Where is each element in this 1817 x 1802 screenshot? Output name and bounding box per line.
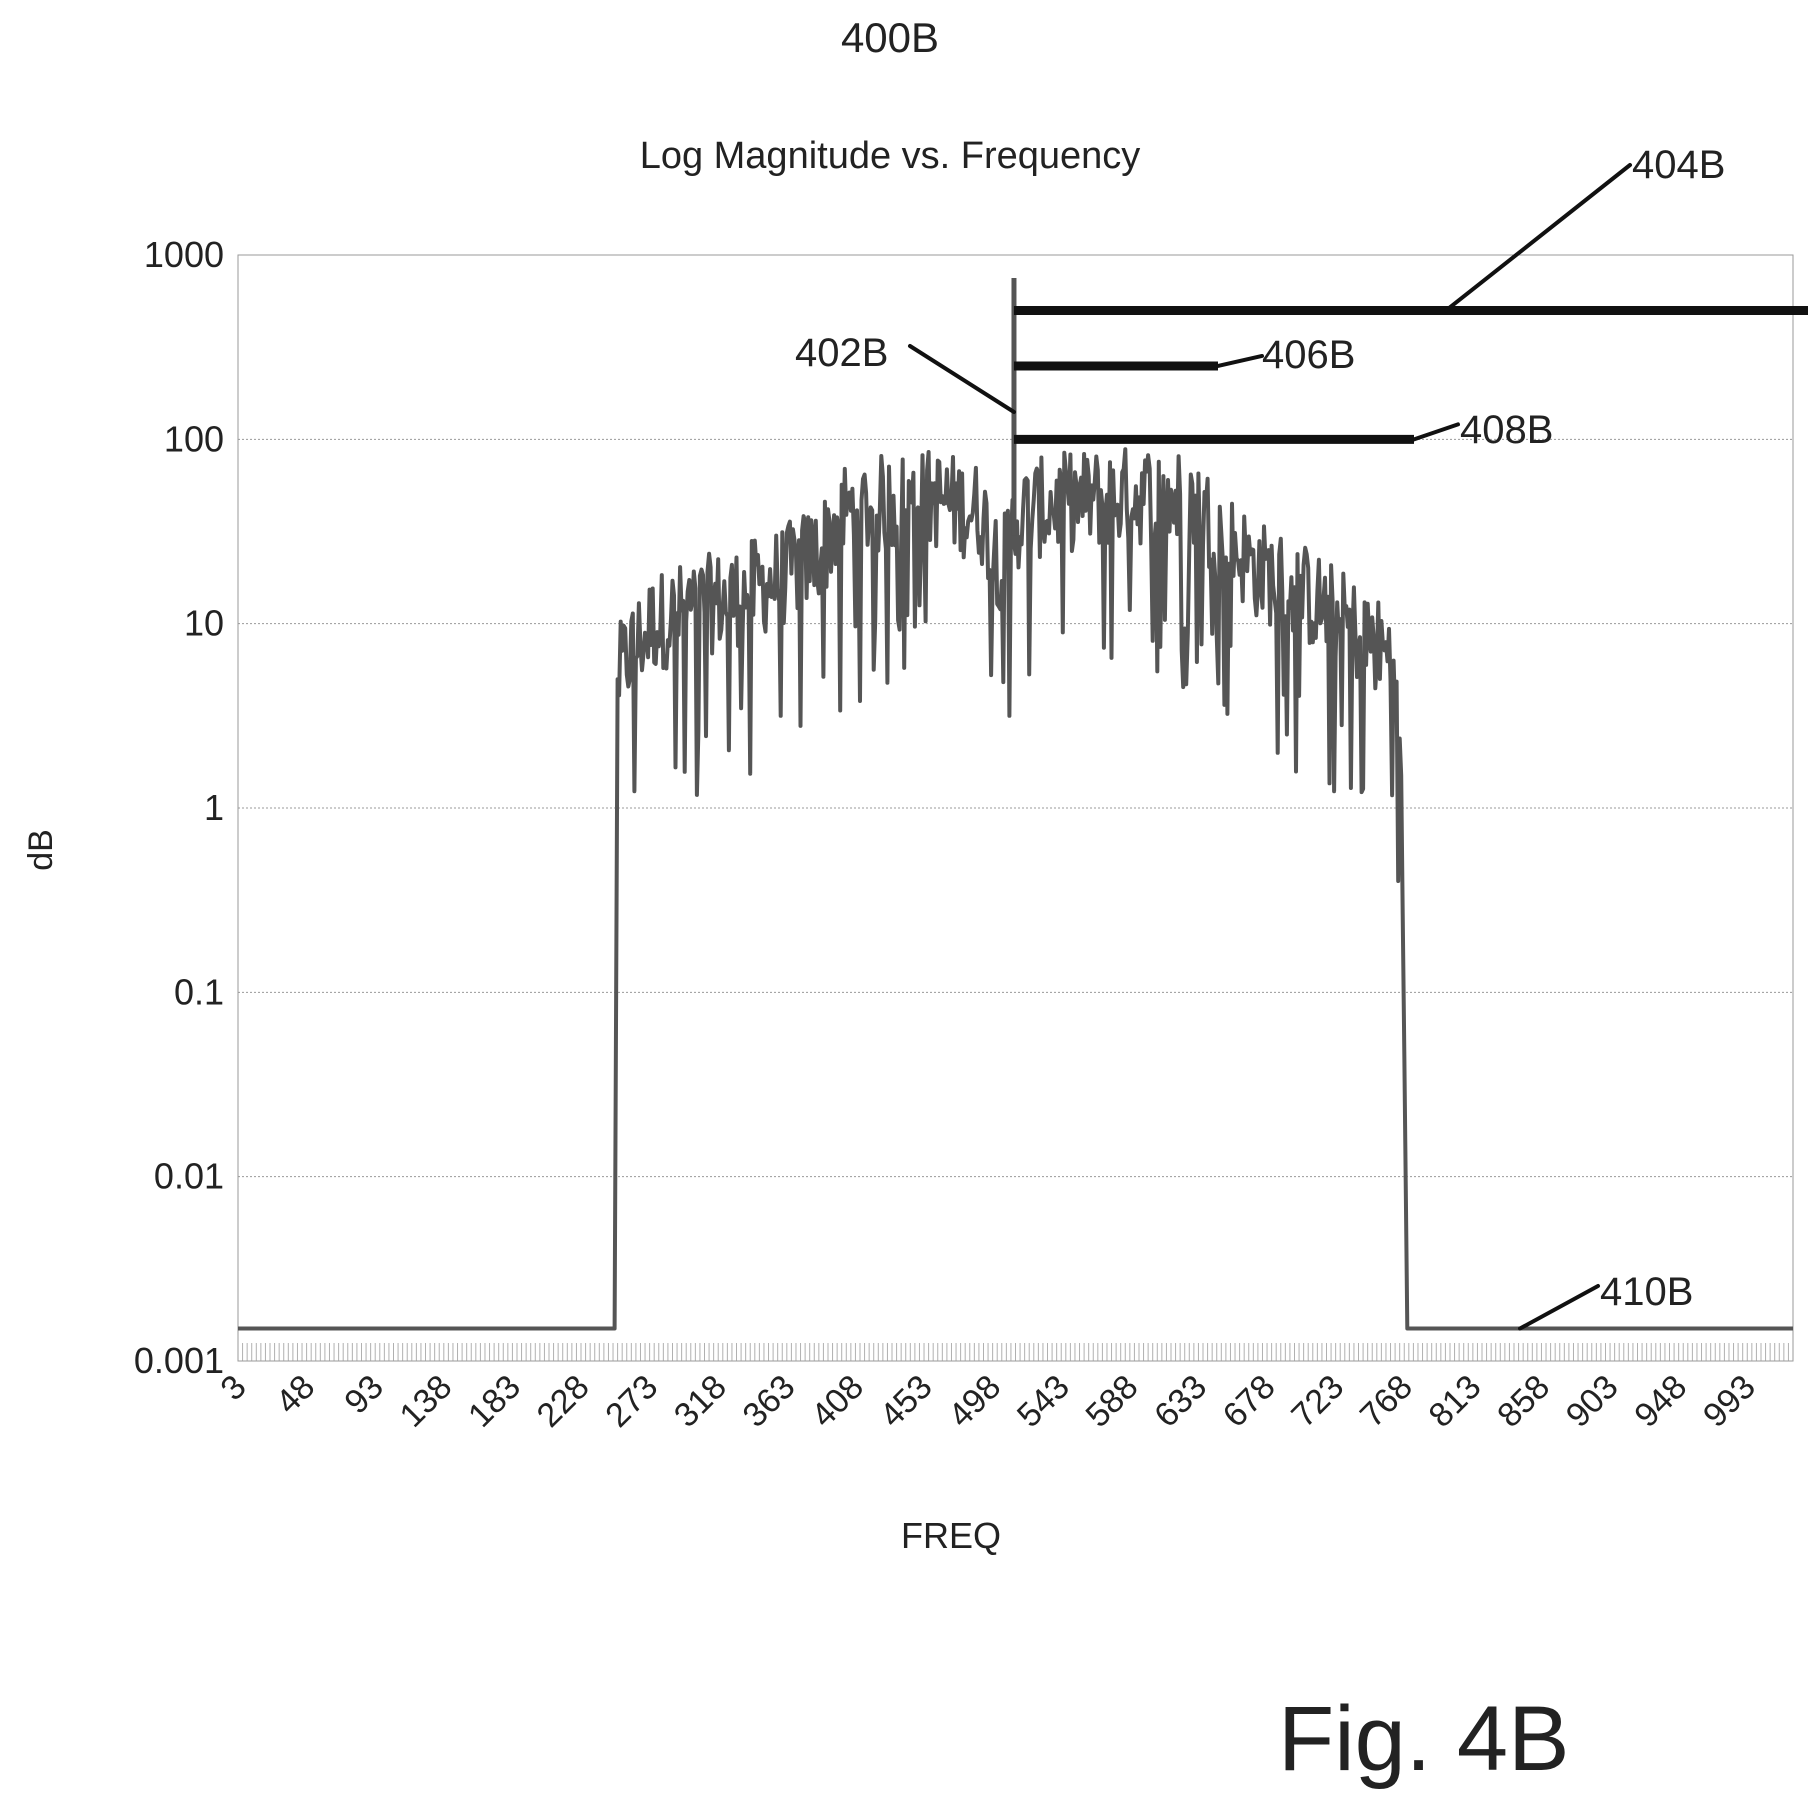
spectrum-line <box>237 447 1794 1331</box>
leader-line <box>1518 1284 1600 1331</box>
series-layer <box>237 278 1794 1331</box>
y-tick-label: 0.001 <box>134 1340 224 1381</box>
x-tick-label: 138 <box>392 1368 459 1435</box>
x-tick-label: 93 <box>337 1368 391 1422</box>
y-tick-label: 0.1 <box>174 971 224 1012</box>
x-tick-label: 318 <box>667 1368 734 1435</box>
reference-label: 410B <box>1600 1270 1693 1314</box>
x-tick-label: 678 <box>1216 1368 1283 1435</box>
x-tick-label: 633 <box>1147 1368 1214 1435</box>
x-tick-label: 363 <box>735 1368 802 1435</box>
x-tick-label: 183 <box>461 1368 528 1435</box>
leader-line <box>1412 422 1460 442</box>
reference-label: 404B <box>1632 143 1725 187</box>
x-tick-label: 948 <box>1627 1368 1694 1435</box>
y-axis-label: dB <box>22 829 60 871</box>
x-tick-label: 993 <box>1696 1368 1763 1435</box>
x-tick-label: 228 <box>530 1368 597 1435</box>
reference-label: 406B <box>1262 333 1355 377</box>
figure-ref-number: 400B <box>841 14 939 61</box>
x-tick-label: 453 <box>873 1368 940 1435</box>
x-tick-label: 3 <box>213 1368 253 1408</box>
x-tick-label: 588 <box>1079 1368 1146 1435</box>
x-minor-ticks <box>237 1343 1794 1361</box>
leader-line <box>908 344 1016 414</box>
leader-line <box>1216 353 1264 368</box>
plot-area <box>237 254 1794 1362</box>
x-tick-label: 543 <box>1010 1368 1077 1435</box>
x-tick-label: 813 <box>1422 1368 1489 1435</box>
x-tick-label: 903 <box>1559 1368 1626 1435</box>
y-tick-label: 1 <box>204 787 224 828</box>
reference-lines: 404B 406B 408B 402B 410B <box>795 143 1808 1331</box>
x-tick-label: 768 <box>1353 1368 1420 1435</box>
x-tick-label: 858 <box>1490 1368 1557 1435</box>
x-tick-label: 408 <box>804 1368 871 1435</box>
y-tick-label: 100 <box>164 418 224 459</box>
y-tick-labels: 1000 100 10 1 0.1 0.01 0.001 <box>134 234 224 1381</box>
x-tick-label: 723 <box>1284 1368 1351 1435</box>
x-tick-labels: 3 48 93 138 183 228 273 318 363 408 453 498 543 588 63… <box>213 1368 1763 1435</box>
reference-label: 402B <box>795 331 888 375</box>
figure-label: Fig. 4B <box>1278 1688 1569 1790</box>
chart-title: Log Magnitude vs. Frequency <box>640 135 1141 177</box>
reference-label: 408B <box>1460 408 1553 452</box>
leader-line <box>1444 163 1632 313</box>
x-tick-label: 48 <box>269 1368 323 1422</box>
y-tick-label: 0.01 <box>154 1156 224 1197</box>
x-axis-label: FREQ <box>901 1515 1001 1556</box>
x-tick-label: 498 <box>941 1368 1008 1435</box>
y-tick-label: 10 <box>184 603 224 644</box>
y-tick-label: 1000 <box>144 234 224 275</box>
x-tick-label: 273 <box>598 1368 665 1435</box>
